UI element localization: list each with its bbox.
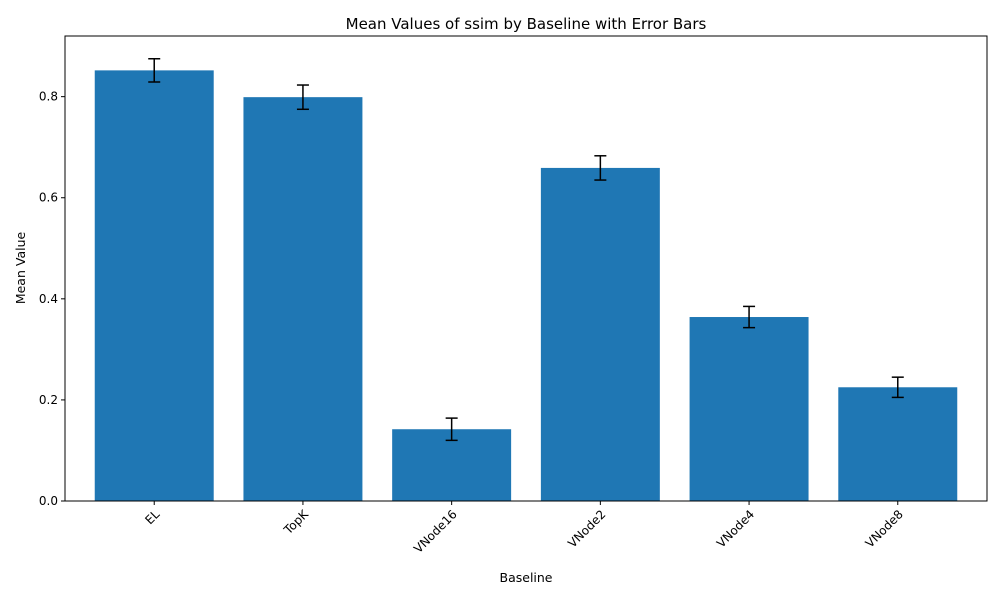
- plot-frame: [64, 35, 988, 502]
- y-tick-label: 0.8: [39, 90, 58, 104]
- bar-el: [94, 70, 214, 501]
- x-axis-label: Baseline: [500, 570, 553, 585]
- x-tick-label: EL: [142, 507, 162, 527]
- bar-vnode2: [540, 167, 660, 502]
- chart-title: Mean Values of ssim by Baseline with Err…: [346, 15, 707, 33]
- x-tick-label: VNode8: [863, 507, 906, 550]
- bar-topk: [243, 97, 363, 502]
- bar-vnode8: [838, 387, 958, 501]
- bar-vnode16: [392, 429, 512, 501]
- y-axis-ticks: 0.0 0.2 0.4 0.6 0.8: [39, 90, 65, 508]
- y-tick-label: 0.4: [39, 292, 58, 306]
- x-axis-ticks: EL TopK VNode16 VNode2 VNode4 VNode8: [142, 501, 906, 556]
- x-tick-label: TopK: [281, 506, 312, 537]
- x-tick-label: VNode16: [411, 507, 460, 556]
- y-tick-label: 0.2: [39, 393, 58, 407]
- bars-group: [94, 70, 958, 502]
- y-axis-label: Mean Value: [13, 232, 28, 305]
- y-tick-label: 0.6: [39, 191, 58, 205]
- x-tick-label: VNode4: [714, 507, 757, 550]
- bar-vnode4: [689, 317, 809, 501]
- y-tick-label: 0.0: [39, 494, 58, 508]
- error-bars-group: [148, 57, 904, 442]
- x-tick-label: VNode2: [565, 507, 608, 550]
